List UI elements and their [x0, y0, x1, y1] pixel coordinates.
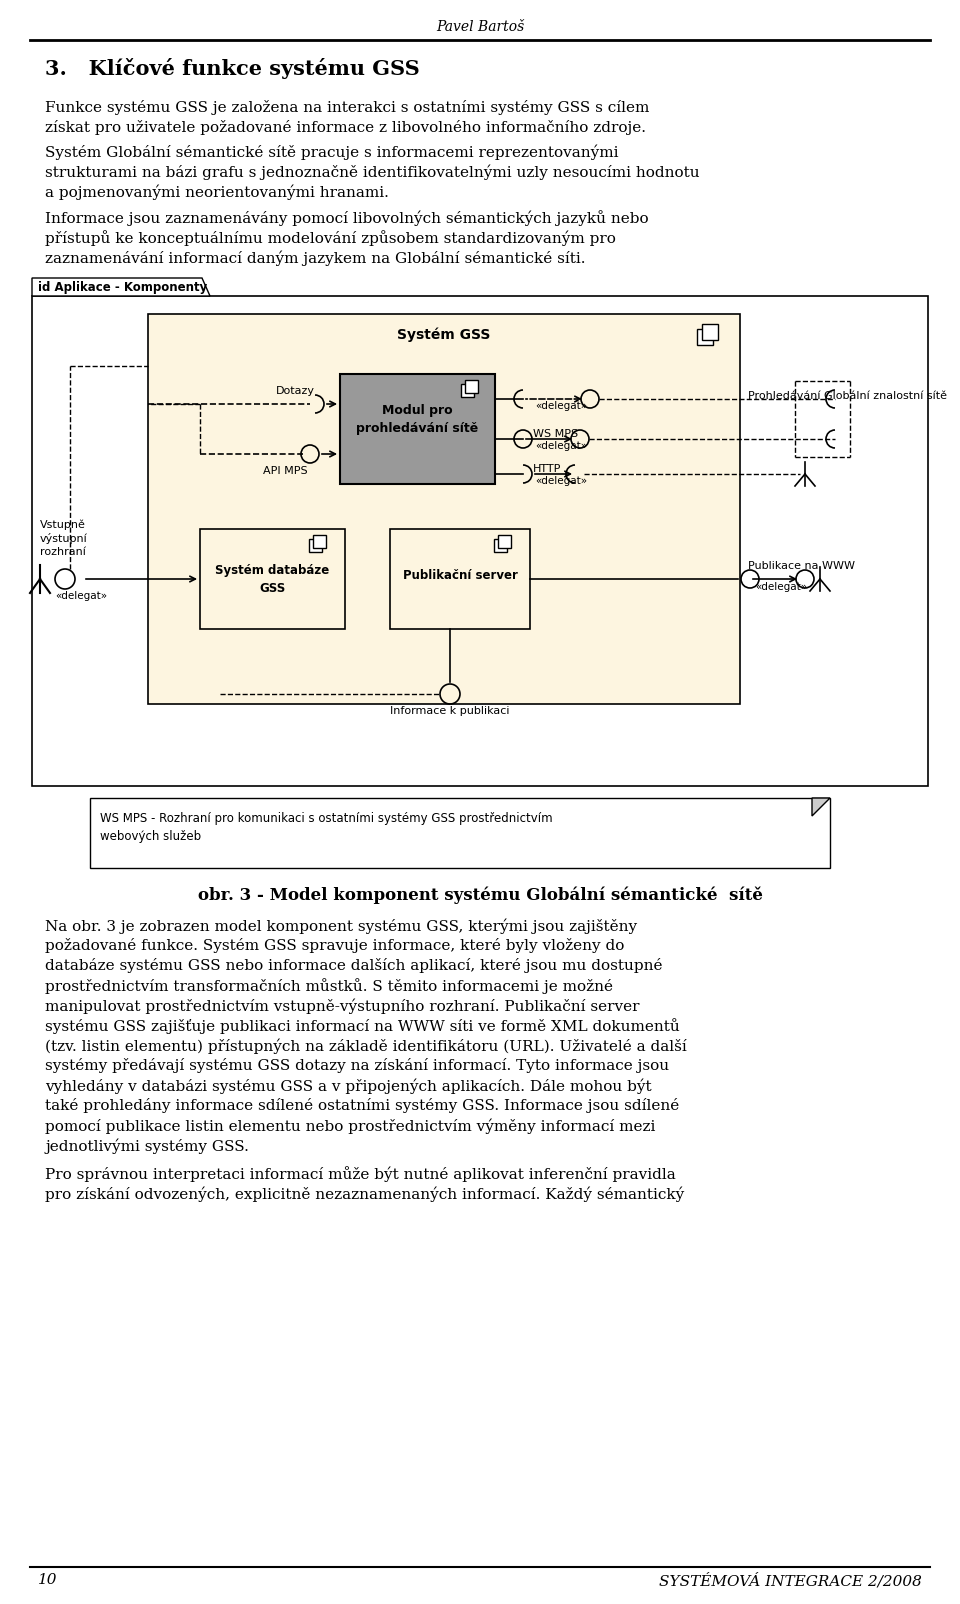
Bar [313, 536, 326, 549]
Bar [340, 374, 495, 484]
Bar [494, 539, 507, 552]
Text: Vstupně
výstupní
rozhraní: Vstupně výstupní rozhraní [40, 520, 87, 557]
Text: Publikační server: Publikační server [402, 569, 517, 582]
Text: přístupů ke konceptuálnímu modelování způsobem standardizovaným pro: přístupů ke konceptuálnímu modelování zp… [45, 229, 616, 245]
Text: id Aplikace - Komponenty: id Aplikace - Komponenty [38, 281, 207, 294]
Text: «delegat»: «delegat» [755, 582, 807, 592]
Bar [697, 329, 713, 345]
Text: systému GSS zajišťuje publikaci informací na WWW síti ve formě XML dokumentů: systému GSS zajišťuje publikaci informac… [45, 1019, 680, 1035]
Text: pro získání odvozených, explicitně nezaznamenaných informací. Každý sémantický: pro získání odvozených, explicitně nezaz… [45, 1185, 684, 1201]
Text: Informace k publikaci: Informace k publikaci [391, 706, 510, 715]
Text: také prohledány informace sdílené ostatními systémy GSS. Informace jsou sdílené: také prohledány informace sdílené ostatn… [45, 1099, 680, 1113]
Text: «delegat»: «delegat» [535, 441, 588, 451]
Bar [390, 529, 530, 629]
Bar [498, 536, 511, 549]
Text: «delegat»: «delegat» [535, 476, 588, 486]
Text: jednotlivými systémy GSS.: jednotlivými systémy GSS. [45, 1137, 249, 1153]
Text: Na obr. 3 je zobrazen model komponent systému GSS, kterými jsou zajištěny: Na obr. 3 je zobrazen model komponent sy… [45, 917, 637, 934]
Text: Systém Globální sémantické sítě pracuje s informacemi reprezentovanými: Systém Globální sémantické sítě pracuje … [45, 144, 618, 160]
Bar [148, 314, 740, 704]
Text: Systém GSS: Systém GSS [397, 327, 491, 343]
Text: Pro správnou interpretaci informací může být nutné aplikovat inferenční pravidla: Pro správnou interpretaci informací může… [45, 1166, 676, 1182]
Text: zaznamenávání informací daným jazykem na Globální sémantické síti.: zaznamenávání informací daným jazykem na… [45, 250, 586, 266]
Text: Systém databáze
GSS: Systém databáze GSS [215, 565, 329, 595]
Text: prostřednictvím transformačních můstků. S těmito informacemi je možné: prostřednictvím transformačních můstků. … [45, 978, 613, 994]
Polygon shape [32, 277, 210, 297]
Text: Prohledávání Globální znalostní sítě: Prohledávání Globální znalostní sítě [748, 391, 947, 401]
Bar [309, 539, 322, 552]
Bar [461, 383, 474, 398]
Text: Informace jsou zaznamenávány pomocí libovolných sémantických jazyků nebo: Informace jsou zaznamenávány pomocí libo… [45, 210, 649, 226]
Bar [90, 799, 830, 868]
Text: manipulovat prostřednictvím vstupně-výstupního rozhraní. Publikační server: manipulovat prostřednictvím vstupně-výst… [45, 998, 639, 1014]
Text: a pojmenovanými neorientovanými hranami.: a pojmenovanými neorientovanými hranami. [45, 184, 389, 200]
Text: strukturami na bázi grafu s jednoznačně identifikovatelnými uzly nesoucími hodno: strukturami na bázi grafu s jednoznačně … [45, 165, 700, 181]
Text: vyhledány v databázi systému GSS a v připojených aplikacích. Dále mohou být: vyhledány v databázi systému GSS a v při… [45, 1078, 652, 1094]
Bar [32, 297, 928, 786]
Polygon shape [812, 799, 830, 816]
Text: Dotazy: Dotazy [276, 387, 315, 396]
Text: Funkce systému GSS je založena na interakci s ostatními systémy GSS s cílem: Funkce systému GSS je založena na intera… [45, 99, 649, 115]
Text: Publikace na WWW: Publikace na WWW [748, 561, 855, 571]
Text: (tzv. listin elementu) přístupných na základě identifikátoru (URL). Uživatelé a : (tzv. listin elementu) přístupných na zá… [45, 1038, 686, 1054]
Text: systémy předávají systému GSS dotazy na získání informací. Tyto informace jsou: systémy předávají systému GSS dotazy na … [45, 1059, 669, 1073]
Text: Modul pro
prohledávání sítě: Modul pro prohledávání sítě [356, 404, 479, 435]
Text: databáze systému GSS nebo informace dalších aplikací, které jsou mu dostupné: databáze systému GSS nebo informace dalš… [45, 958, 662, 974]
Text: obr. 3 - Model komponent systému Globální sémantické  sítě: obr. 3 - Model komponent systému Globáln… [198, 885, 762, 903]
Text: 10: 10 [38, 1574, 58, 1586]
Text: SYSTÉMOVÁ INTEGRACE 2/2008: SYSTÉMOVÁ INTEGRACE 2/2008 [660, 1574, 922, 1588]
Text: webových služeb: webových služeb [100, 829, 202, 844]
Text: 3.   Klíčové funkce systému GSS: 3. Klíčové funkce systému GSS [45, 58, 420, 79]
Bar [465, 380, 478, 393]
Bar [200, 529, 345, 629]
Text: požadované funkce. Systém GSS spravuje informace, které byly vloženy do: požadované funkce. Systém GSS spravuje i… [45, 938, 624, 953]
Text: HTTP: HTTP [533, 464, 562, 475]
Text: pomocí publikace listin elementu nebo prostřednictvím výměny informací mezi: pomocí publikace listin elementu nebo pr… [45, 1118, 656, 1134]
Text: API MPS: API MPS [263, 467, 307, 476]
Bar [702, 324, 718, 340]
Text: WS MPS - Rozhraní pro komunikaci s ostatními systémy GSS prostřednictvím: WS MPS - Rozhraní pro komunikaci s ostat… [100, 812, 553, 824]
Text: «delegat»: «delegat» [535, 401, 588, 411]
Text: WS MPS: WS MPS [533, 428, 578, 439]
Text: Pavel Bartoš: Pavel Bartoš [436, 19, 524, 34]
Text: «delegat»: «delegat» [55, 590, 108, 602]
Text: získat pro uživatele požadované informace z libovolného informačního zdroje.: získat pro uživatele požadované informac… [45, 120, 646, 135]
